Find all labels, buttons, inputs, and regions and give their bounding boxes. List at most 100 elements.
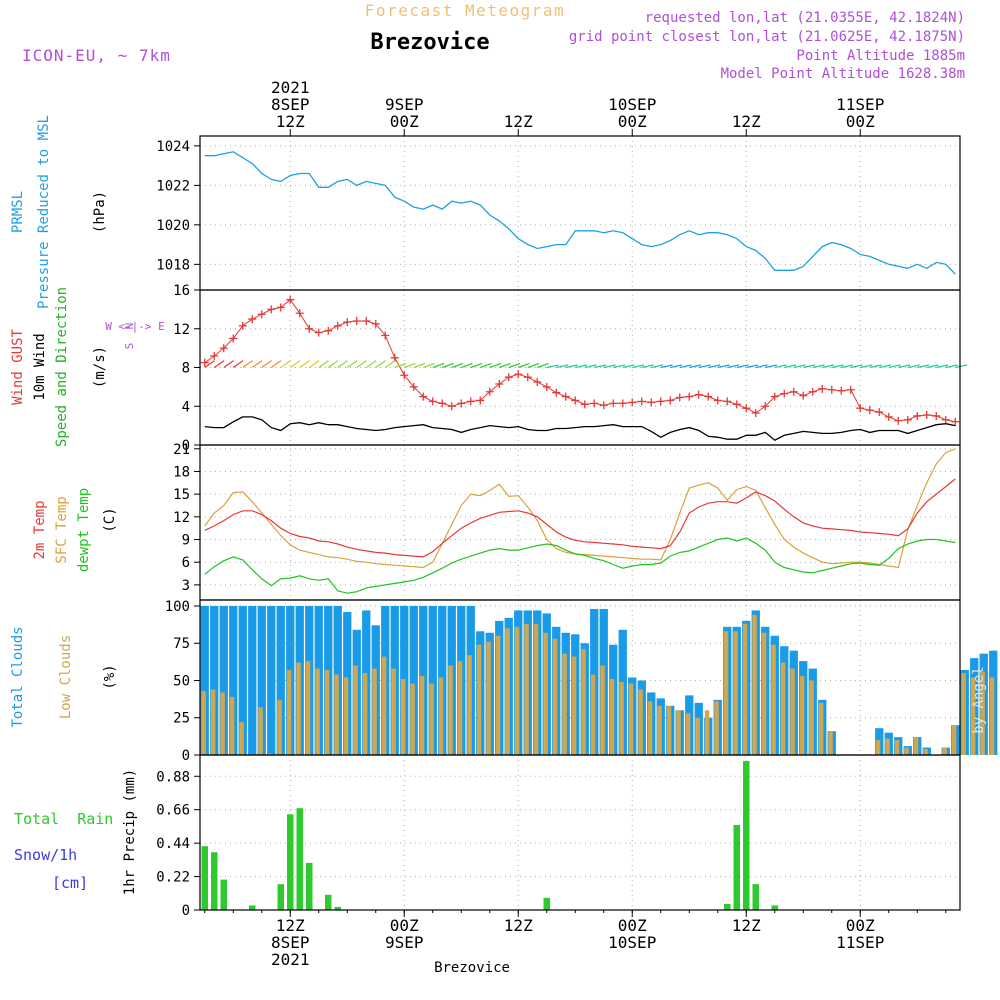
y-tick-label: 1018 <box>156 257 190 273</box>
gust-marker <box>352 317 361 325</box>
wind-direction-arrow <box>812 364 825 369</box>
wind-direction-arrow <box>717 364 730 369</box>
rain-bar <box>277 884 284 910</box>
gust-marker <box>257 310 266 319</box>
low-cloud-bar <box>410 683 415 755</box>
wind-direction-arrow <box>727 364 740 369</box>
low-cloud-bar <box>220 692 225 755</box>
cloud-label-total: Total Clouds <box>10 626 26 727</box>
total-cloud-bar <box>409 605 418 755</box>
wind-direction-arrow <box>831 364 844 369</box>
cloud-label-low: Low Clouds <box>58 635 74 719</box>
wind-direction-arrow <box>793 364 806 369</box>
low-cloud-bar <box>324 670 330 755</box>
low-cloud-bar <box>486 641 491 755</box>
sfc-temp-line <box>204 448 956 569</box>
low-cloud-bar <box>980 671 985 755</box>
y-tick-label: 9 <box>182 533 190 549</box>
gust-marker <box>666 396 675 405</box>
low-cloud-bar <box>771 644 776 755</box>
wind-direction-arrow <box>907 364 920 369</box>
low-cloud-bar <box>381 656 387 755</box>
low-cloud-bar <box>315 668 320 755</box>
cloud-label-unit: (%) <box>102 664 118 689</box>
gust-marker <box>751 409 760 418</box>
wind-direction-arrow <box>860 364 873 369</box>
wind-direction-arrow <box>451 362 464 369</box>
y-tick-label: 0 <box>182 903 190 919</box>
gust-marker <box>894 416 903 425</box>
low-cloud-bar <box>334 674 339 755</box>
panel-frame <box>199 135 961 291</box>
low-cloud-bar <box>571 656 577 755</box>
low-cloud-bar <box>951 725 957 755</box>
total-cloud-bar <box>267 605 276 755</box>
low-cloud-bar <box>780 662 786 755</box>
wind-direction-arrow <box>461 362 473 369</box>
compass-south: S <box>123 343 136 350</box>
gust-marker <box>637 397 646 406</box>
wind-direction-arrow <box>384 360 396 368</box>
precip-label-rain: Total Rain <box>14 810 113 828</box>
gust-marker <box>210 351 219 360</box>
y-tick-label: 6 <box>182 555 190 571</box>
wind-direction-arrow <box>622 364 635 369</box>
gust-marker <box>789 387 798 396</box>
total-cloud-bar <box>276 605 285 755</box>
y-tick-label: 75 <box>173 636 190 652</box>
wind-direction-arrow <box>651 364 664 369</box>
wind-direction-arrow <box>508 362 521 369</box>
bottom-time-label: 12Z <box>276 916 305 935</box>
y-tick-label: 8 <box>182 361 190 377</box>
wind-direction-arrow <box>223 360 234 368</box>
low-cloud-bar <box>229 696 235 755</box>
low-cloud-bar <box>533 623 539 755</box>
wind-direction-arrow <box>489 362 502 369</box>
y-tick-label: 25 <box>173 711 190 727</box>
bottom-time-label: 00Z <box>390 916 419 935</box>
y-tick-label: 50 <box>173 673 190 689</box>
rain-bar <box>249 905 256 910</box>
pressure-line <box>204 151 956 275</box>
gust-marker <box>476 396 485 405</box>
wind-direction-arrow <box>917 364 930 369</box>
rain-bar <box>220 879 227 910</box>
y-tick-label: 0.66 <box>156 803 190 819</box>
low-cloud-bar <box>609 678 615 755</box>
y-tick-label: 12 <box>173 322 190 338</box>
wind-direction-arrow <box>404 362 416 369</box>
low-cloud-bar <box>904 747 909 755</box>
gust-marker <box>723 397 732 406</box>
gust-marker <box>400 371 409 380</box>
y-tick-label: 18 <box>173 464 190 480</box>
y-tick-label: 1022 <box>156 178 190 194</box>
location-title: Brezovice <box>370 30 489 55</box>
wind-label-speed-dir: Speed and Direction <box>54 287 70 447</box>
top-time-label: 00Z <box>618 112 647 131</box>
grid-layer <box>200 136 960 911</box>
wind-direction-arrow <box>746 364 759 369</box>
wind-direction-arrow <box>242 360 253 368</box>
rain-bar <box>752 884 759 910</box>
low-cloud-bar <box>676 710 681 755</box>
wind-direction-arrow <box>442 362 454 369</box>
low-cloud-bar <box>647 701 653 755</box>
low-cloud-bar <box>419 676 425 755</box>
wind-direction-arrow <box>565 364 578 369</box>
wind-direction-arrow <box>280 360 291 368</box>
gust-marker <box>419 392 428 401</box>
low-cloud-bar <box>296 662 301 755</box>
wind-direction-arrow <box>888 364 901 369</box>
gust-marker <box>865 406 874 415</box>
wind-direction-arrow <box>518 362 530 369</box>
wind-direction-arrow <box>204 360 215 368</box>
gust-marker <box>409 382 418 391</box>
wind-direction-arrow <box>926 364 939 369</box>
low-cloud-bar <box>362 673 368 755</box>
requested-coords: requested lon,lat (21.0355E, 42.1824N) <box>645 10 965 26</box>
low-cloud-bar <box>742 623 748 755</box>
bottom-time-label: 8SEP <box>271 933 310 952</box>
wind-direction-arrow <box>375 360 386 368</box>
gust-marker <box>485 387 494 396</box>
low-cloud-bar <box>476 644 482 755</box>
